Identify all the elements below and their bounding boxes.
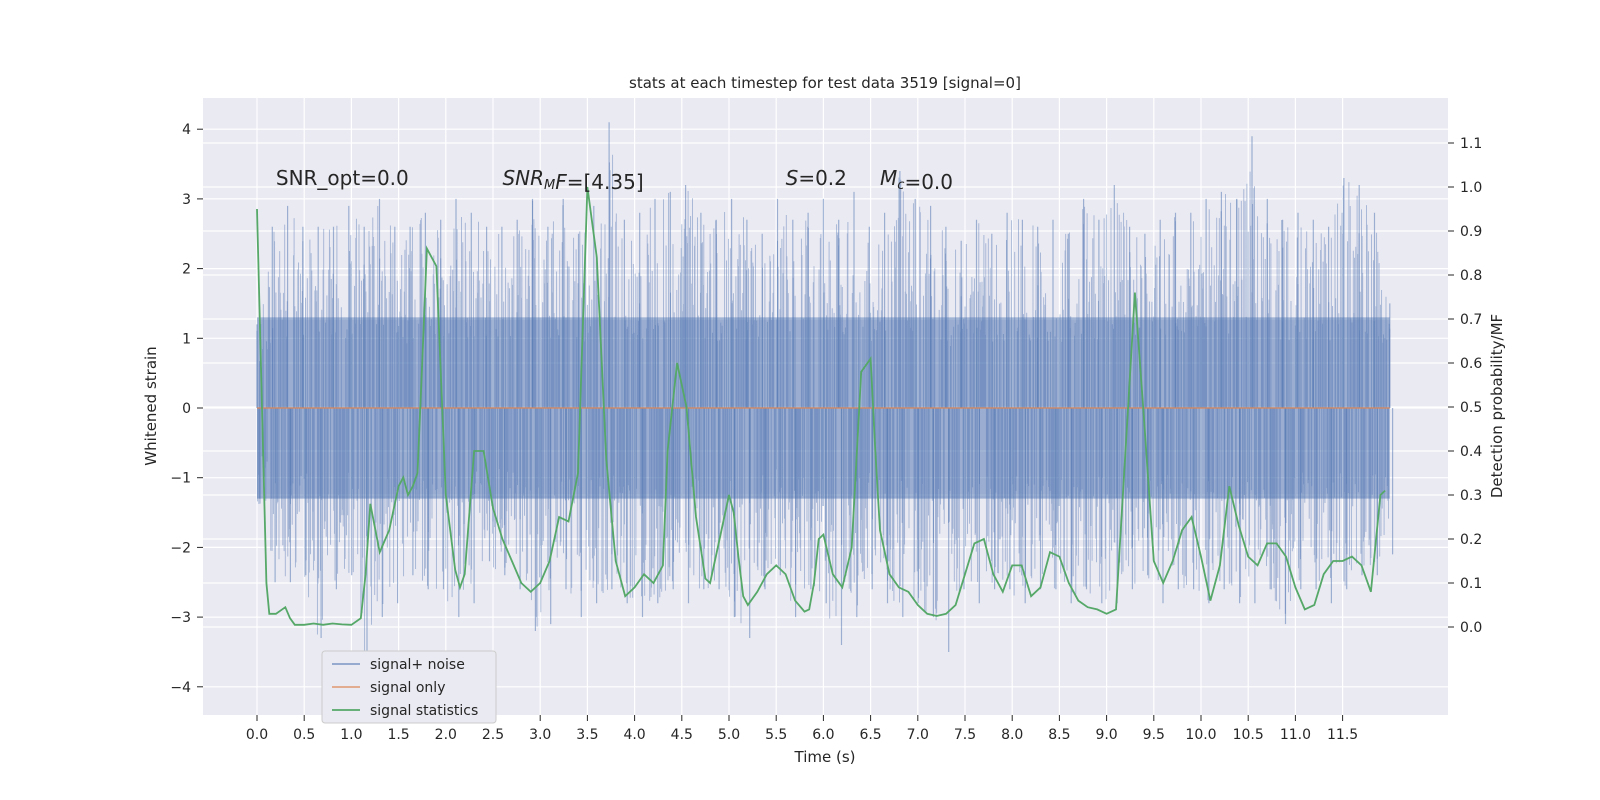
x-tick-label: 8.0 [1001, 727, 1023, 743]
legend-label: signal statistics [370, 703, 478, 719]
x-tick-label: 9.0 [1095, 727, 1117, 743]
legend-label: signal+ noise [370, 657, 465, 673]
right-y-tick-label: 1.1 [1460, 136, 1482, 152]
y-tick-label: −2 [170, 540, 191, 556]
x-tick-label: 0.0 [246, 727, 268, 743]
right-y-tick-label: 0.7 [1460, 312, 1482, 328]
signal-statistics-line [256, 186, 1386, 626]
x-tick-label: 5.0 [718, 727, 740, 743]
annotations: SNR_opt=0.0 SNRMF=[4.35] S=0.2 Mc=0.0 [276, 166, 953, 194]
x-tick-label: 6.0 [812, 727, 834, 743]
y-tick-label: −4 [170, 680, 191, 696]
x-tick-label: 4.0 [623, 727, 645, 743]
right-y-tick-label: 0.6 [1460, 356, 1482, 372]
right-y-tick-label: 0.9 [1460, 224, 1482, 240]
y-tick-label: 0 [182, 401, 191, 417]
x-tick-label: 9.5 [1143, 727, 1165, 743]
annotation-text: SNR_opt=0.0 [276, 166, 409, 190]
y-tick-label: 4 [182, 122, 191, 138]
y-axis-label: Whitened strain [142, 346, 160, 465]
legend: signal+ noise signal only signal statistic… [321, 650, 497, 724]
y-tick-label: 1 [182, 331, 191, 347]
right-y-tick-label: 0.0 [1460, 620, 1482, 636]
annotation-text: SNRMF=[4.35] [502, 166, 643, 194]
right-y-tick-label: 1.0 [1460, 180, 1482, 196]
x-axis-label: Time (s) [794, 748, 856, 766]
right-y-axis-label: Detection probability/MF [1488, 314, 1506, 498]
y-tick-label: 3 [182, 192, 191, 208]
x-tick-label: 3.0 [529, 727, 551, 743]
right-y-axis-ticks: 1.1 1.0 0.9 0.8 0.7 0.6 0.5 0.4 0.3 0.2 0.1 0.0 [1448, 136, 1482, 636]
annotation-text: Mc=0.0 [880, 166, 953, 194]
right-y-tick-label: 0.3 [1460, 488, 1482, 504]
x-tick-label: 11.5 [1327, 727, 1358, 743]
x-tick-label: 1.5 [387, 727, 409, 743]
legend-box [321, 650, 497, 724]
right-y-tick-label: 0.4 [1460, 444, 1482, 460]
x-tick-label: 2.5 [482, 727, 504, 743]
x-tick-label: 0.5 [293, 727, 315, 743]
x-tick-label: 5.5 [765, 727, 787, 743]
x-tick-label: 3.5 [576, 727, 598, 743]
right-y-tick-label: 0.1 [1460, 576, 1482, 592]
x-tick-label: 7.5 [954, 727, 976, 743]
x-tick-label: 2.0 [435, 727, 457, 743]
right-y-tick-label: 0.5 [1460, 400, 1482, 416]
noise-peaks [256, 122, 1394, 659]
right-y-tick-label: 0.2 [1460, 532, 1482, 548]
y-tick-label: −1 [170, 471, 191, 487]
signal-statistics-series [256, 186, 1386, 626]
legend-label: signal only [370, 680, 445, 696]
x-tick-label: 10.0 [1185, 727, 1216, 743]
x-tick-label: 10.5 [1233, 727, 1264, 743]
right-y-tick-label: 0.8 [1460, 268, 1482, 284]
x-tick-label: 11.0 [1280, 727, 1311, 743]
x-tick-label: 8.5 [1048, 727, 1070, 743]
annotation-text: S=0.2 [786, 166, 847, 190]
x-tick-label: 1.0 [340, 727, 362, 743]
y-tick-label: −3 [170, 610, 191, 626]
x-tick-label: 6.5 [859, 727, 881, 743]
chart-title: stats at each timestep for test data 351… [629, 74, 1021, 92]
x-tick-label: 7.0 [907, 727, 929, 743]
x-tick-label: 4.5 [671, 727, 693, 743]
y-tick-label: 2 [182, 262, 191, 278]
y-axis-ticks: 4 3 2 1 0 −1 −2 −3 −4 [170, 122, 203, 696]
x-axis-ticks: 0.0 0.5 1.0 1.5 2.0 2.5 3.0 3.5 4.0 4.5 5.0 5.5 6.0 6… [246, 715, 1358, 743]
